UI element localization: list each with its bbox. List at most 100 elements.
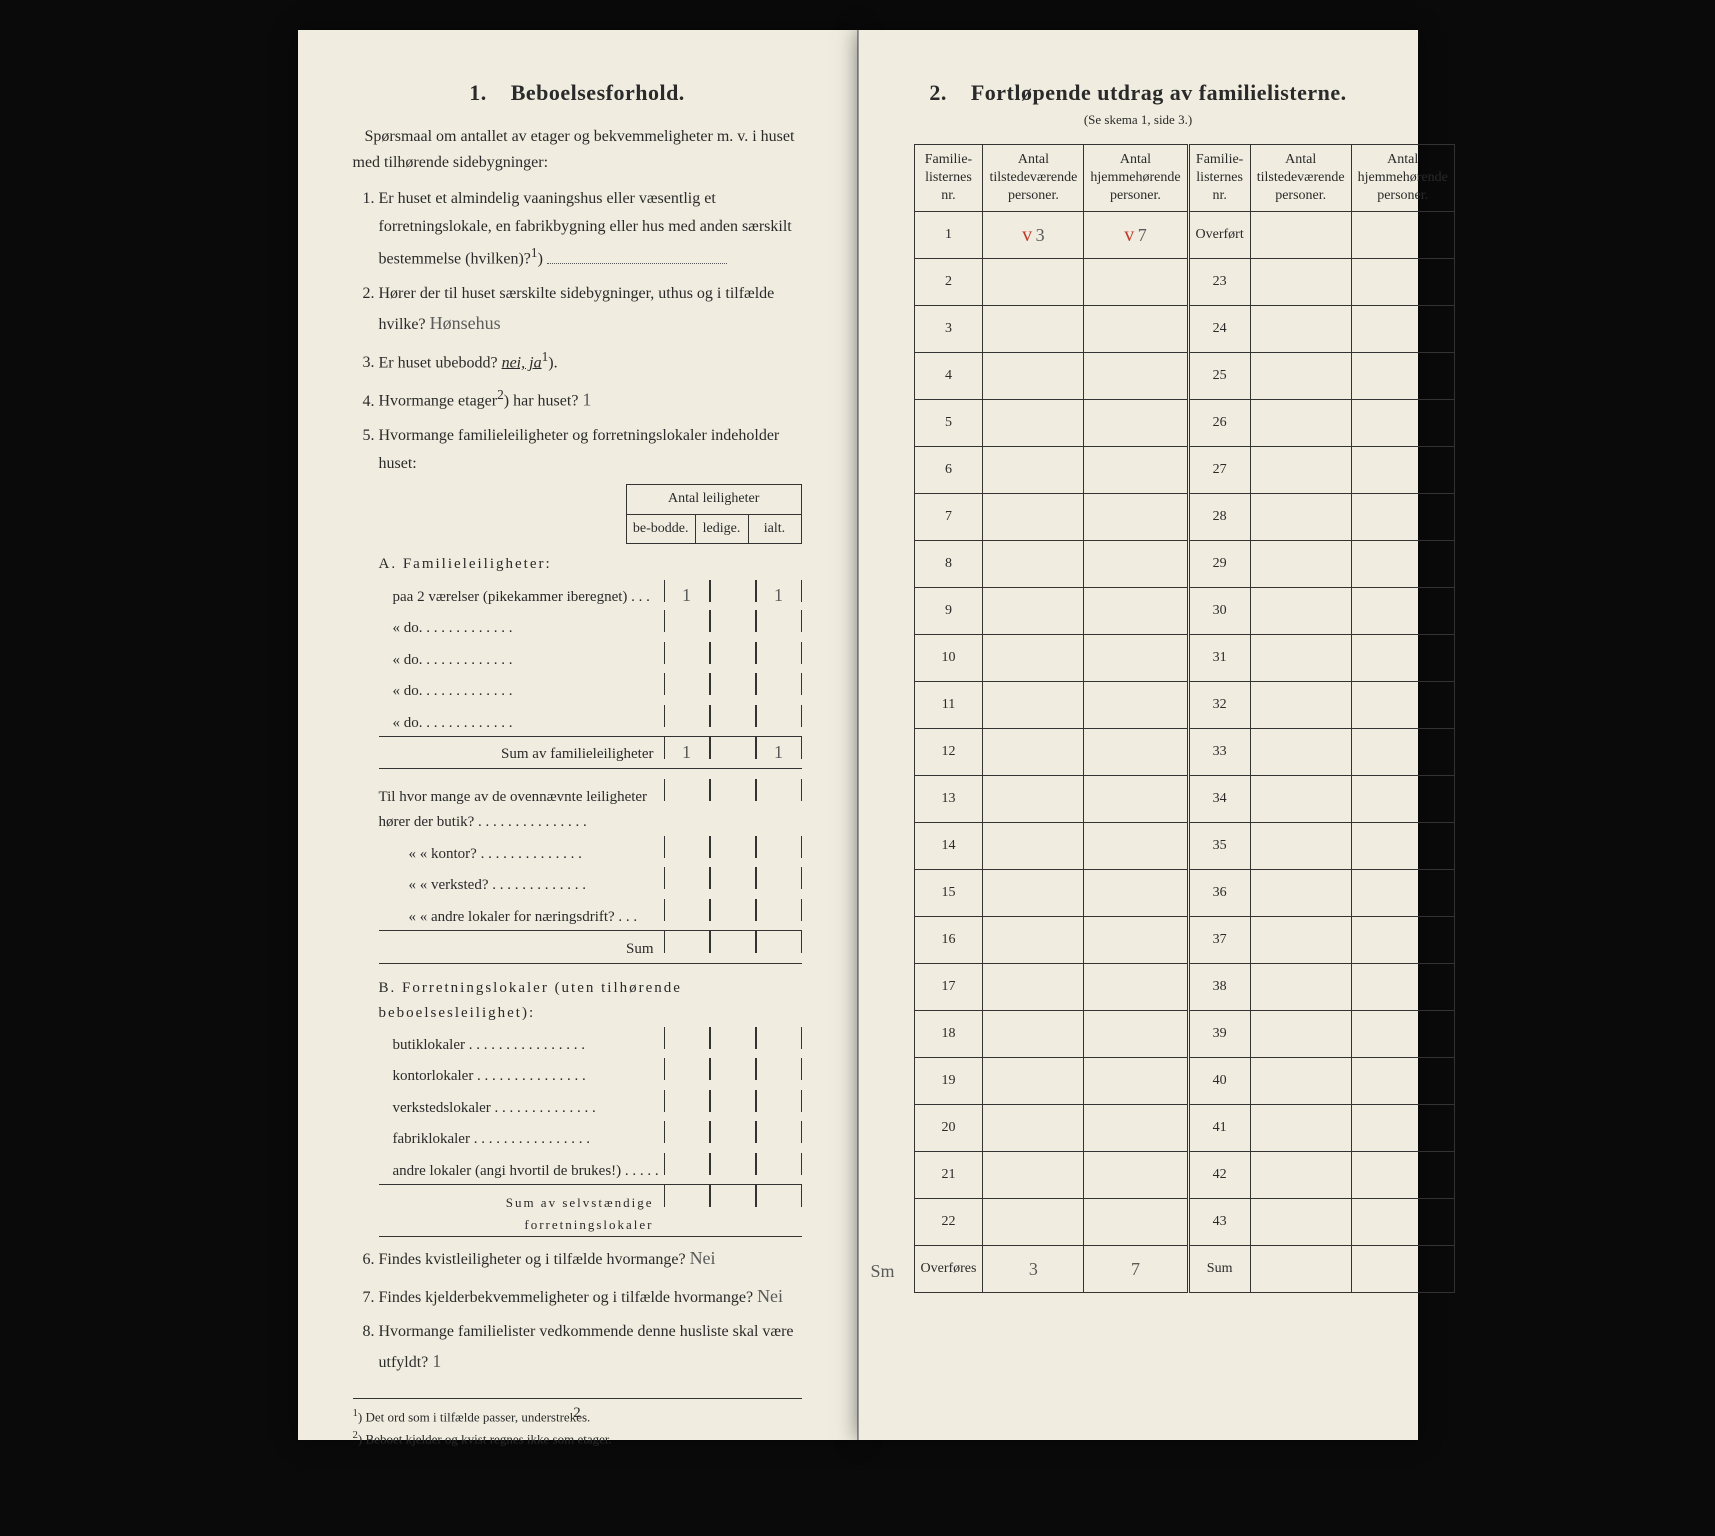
cell-present: v 3 bbox=[983, 212, 1084, 259]
cell-empty bbox=[983, 1058, 1084, 1105]
cell-nr: 4 bbox=[914, 353, 983, 400]
b-row-text: butiklokaler . . . . . . . . . . . . . .… bbox=[379, 1033, 664, 1059]
cell-nr-right: 26 bbox=[1188, 400, 1250, 447]
table-row: 2041 bbox=[914, 1105, 1454, 1152]
cell-empty bbox=[1351, 776, 1454, 823]
cell-empty bbox=[1351, 1199, 1454, 1246]
cell-nr-right: 36 bbox=[1188, 870, 1250, 917]
q3-options: nei, ja bbox=[502, 354, 542, 371]
cell-empty bbox=[1084, 823, 1188, 870]
cell-empty bbox=[1351, 306, 1454, 353]
question-1: Er huset et almindelig vaaningshus eller… bbox=[379, 185, 802, 273]
cell-empty bbox=[1351, 682, 1454, 729]
cell-empty bbox=[1351, 917, 1454, 964]
cell-nr-right: 43 bbox=[1188, 1199, 1250, 1246]
cell-empty bbox=[983, 259, 1084, 306]
antal-header: Antal leiligheter bbox=[626, 485, 801, 515]
section-a-row: « do. . . . . . . . . . . . . bbox=[379, 610, 802, 642]
section-a-row-text: « do. . . . . . . . . . . . . bbox=[379, 711, 664, 737]
antal-col-bebodde: be-bodde. bbox=[626, 514, 695, 544]
cell-empty bbox=[1084, 447, 1188, 494]
b-row-text: andre lokaler (angi hvortil de brukes!) … bbox=[379, 1159, 664, 1185]
cell-nr: 19 bbox=[914, 1058, 983, 1105]
cell-nr-right: 32 bbox=[1188, 682, 1250, 729]
cell-empty bbox=[1084, 400, 1188, 447]
cell-empty bbox=[1351, 1152, 1454, 1199]
question-4: Hvormange etager2) har huset? 1 bbox=[379, 383, 802, 416]
cell-empty bbox=[983, 776, 1084, 823]
cell-empty bbox=[1351, 964, 1454, 1011]
cell-empty bbox=[1351, 729, 1454, 776]
section-a-row-text: « do. . . . . . . . . . . . . bbox=[379, 648, 664, 674]
cell-empty bbox=[1351, 588, 1454, 635]
cell-ledige bbox=[710, 610, 756, 632]
cell-bebodde: 1 bbox=[664, 580, 710, 602]
cell-empty bbox=[1250, 1199, 1351, 1246]
cell-nr: 14 bbox=[914, 823, 983, 870]
cell-empty bbox=[1084, 870, 1188, 917]
cell-empty bbox=[983, 494, 1084, 541]
cell-empty bbox=[1250, 588, 1351, 635]
table-row: 1233 bbox=[914, 729, 1454, 776]
cell-sum-label: Sum bbox=[1188, 1246, 1250, 1293]
cell-empty bbox=[1084, 494, 1188, 541]
cell-ledige bbox=[710, 705, 756, 727]
table-row: 324 bbox=[914, 306, 1454, 353]
cell-empty bbox=[983, 1199, 1084, 1246]
cell-ledige bbox=[710, 642, 756, 664]
cell-nr: 8 bbox=[914, 541, 983, 588]
table-row: 2243 bbox=[914, 1199, 1454, 1246]
cell-nr-right: 42 bbox=[1188, 1152, 1250, 1199]
cell-empty bbox=[1084, 682, 1188, 729]
cell-empty bbox=[1250, 964, 1351, 1011]
footnote1-text: Det ord som i tilfælde passer, understre… bbox=[366, 1409, 591, 1424]
cell-empty bbox=[1250, 1246, 1351, 1293]
table-row: 1940 bbox=[914, 1058, 1454, 1105]
cell-empty bbox=[1084, 259, 1188, 306]
cell-ledige bbox=[710, 580, 756, 602]
cell-nr-right: 34 bbox=[1188, 776, 1250, 823]
section-number: 1. bbox=[469, 80, 487, 105]
q4-post: har huset? bbox=[513, 393, 578, 410]
cell-overfores-present: 3 bbox=[983, 1246, 1084, 1293]
question-3: Er huset ubebodd? nei, ja1). bbox=[379, 345, 802, 377]
cell-empty bbox=[1351, 259, 1454, 306]
cell-overfort-label: Overført bbox=[1188, 212, 1250, 259]
table-row: 1738 bbox=[914, 964, 1454, 1011]
cell-nr: 16 bbox=[914, 917, 983, 964]
section-a-row: « do. . . . . . . . . . . . . bbox=[379, 673, 802, 705]
section-title-text-right: Fortløpende utdrag av familielisterne. bbox=[971, 80, 1347, 105]
cell-home: v 7 bbox=[1084, 212, 1188, 259]
table-row: 1031 bbox=[914, 635, 1454, 682]
cell-empty bbox=[983, 729, 1084, 776]
cell-nr: 13 bbox=[914, 776, 983, 823]
cell-nr: 10 bbox=[914, 635, 983, 682]
section-b-row: kontorlokaler . . . . . . . . . . . . . … bbox=[379, 1058, 802, 1090]
section-a: A. Familieleiligheter: paa 2 værelser (p… bbox=[379, 552, 802, 1237]
cell-ialt bbox=[756, 705, 802, 727]
cell-empty bbox=[1351, 1246, 1454, 1293]
cell-empty bbox=[1250, 823, 1351, 870]
section-b-row: butiklokaler . . . . . . . . . . . . . .… bbox=[379, 1027, 802, 1059]
cell-empty bbox=[1351, 494, 1454, 541]
cell-empty bbox=[983, 823, 1084, 870]
cell-empty bbox=[1250, 682, 1351, 729]
cell-empty bbox=[1250, 494, 1351, 541]
cell-empty bbox=[1084, 541, 1188, 588]
cell-empty bbox=[1084, 306, 1188, 353]
section-a-row: « do. . . . . . . . . . . . . bbox=[379, 705, 802, 737]
cell-empty bbox=[1351, 870, 1454, 917]
footnote2-text: Beboet kjelder og kvist regnes ikke som … bbox=[366, 1431, 612, 1446]
section-a-row: paa 2 værelser (pikekammer iberegnet) . … bbox=[379, 580, 802, 611]
section-a2-row: « « kontor? . . . . . . . . . . . . . . bbox=[379, 836, 802, 868]
section-number-right: 2. bbox=[929, 80, 947, 105]
cell-empty bbox=[1250, 400, 1351, 447]
cell-empty bbox=[983, 1105, 1084, 1152]
cell-nr-right: 38 bbox=[1188, 964, 1250, 1011]
question-list: Er huset et almindelig vaaningshus eller… bbox=[353, 185, 802, 1378]
section-a-row-text: paa 2 værelser (pikekammer iberegnet) . … bbox=[379, 585, 664, 611]
cell-ialt bbox=[756, 673, 802, 695]
table-row: 425 bbox=[914, 353, 1454, 400]
q7-text: Findes kjelderbekvemmeligheter og i tilf… bbox=[379, 1289, 754, 1306]
table-row-sum: SmOverføres37Sum bbox=[914, 1246, 1454, 1293]
